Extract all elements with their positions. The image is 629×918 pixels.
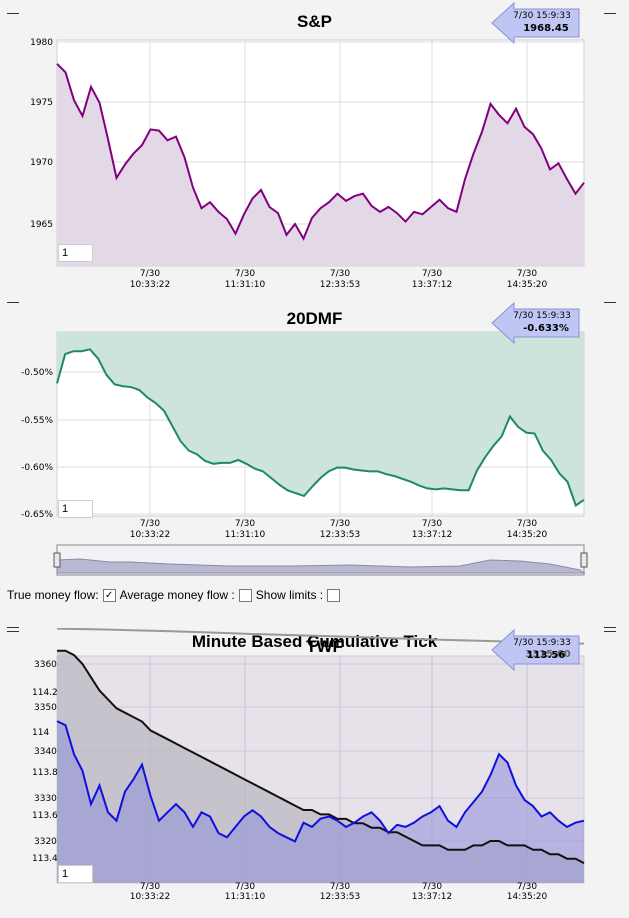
twf-line xyxy=(57,649,585,864)
average-money-flow-checkbox[interactable] xyxy=(238,588,252,602)
x-tick-date: 7/30 xyxy=(422,519,442,529)
y-tick-label-outer: 3330 xyxy=(34,794,57,804)
x-tick-date: 7/30 xyxy=(422,269,442,279)
series-line xyxy=(56,63,585,241)
tick-chart: 33603350334033303320114.2114113.8113.611… xyxy=(32,628,585,902)
callout-arrow xyxy=(491,1,580,45)
y-tick-label-outer: 3320 xyxy=(34,837,57,847)
average-money-flow-label: Average money flow : xyxy=(119,588,235,602)
x-tick-date: 7/30 xyxy=(140,519,160,529)
panel-collapse-right[interactable] xyxy=(604,302,616,303)
range-navigator[interactable] xyxy=(0,540,629,580)
true-money-flow-label: True money flow: xyxy=(7,588,99,602)
x-tick-time: 14:35:20 xyxy=(507,280,548,290)
index-box[interactable]: 1 xyxy=(58,500,93,518)
y-tick-label: -0.50% xyxy=(21,368,53,378)
index-box[interactable]: 1 xyxy=(58,865,93,883)
callout-value: -0.633% xyxy=(523,323,569,334)
x-tick-time: 11:31:10 xyxy=(225,530,266,540)
x-tick-time: 10:33:22 xyxy=(130,530,170,540)
x-tick-time: 13:37:12 xyxy=(412,892,452,902)
x-tick-time: 11:31:10 xyxy=(225,280,266,290)
callout-value: 1968.45 xyxy=(523,23,569,34)
x-tick-time: 10:33:22 xyxy=(130,892,170,902)
x-tick-time: 12:33:53 xyxy=(320,892,360,902)
callout-value: 113.56 xyxy=(527,650,566,661)
y-tick-label: -0.55% xyxy=(21,416,53,426)
y-tick-label-inner: 114 xyxy=(32,728,49,738)
x-tick-time: 14:35:20 xyxy=(507,892,548,902)
panel-collapse-right[interactable] xyxy=(604,631,616,632)
callout-time: 7/30 15:9:33 xyxy=(513,638,571,648)
y-tick-label-inner: 114.2 xyxy=(32,688,58,698)
x-tick-time: 12:33:53 xyxy=(320,530,360,540)
y-tick-label: -0.60% xyxy=(21,463,53,473)
y-tick-label: -0.65% xyxy=(21,510,53,520)
x-tick-time: 13:37:12 xyxy=(412,280,452,290)
chart-title-20dmf: 20DMF xyxy=(286,309,343,328)
y-tick-label-inner: 113.4 xyxy=(32,854,58,864)
x-tick-time: 12:33:53 xyxy=(320,280,360,290)
index-box[interactable]: 1 xyxy=(58,244,93,262)
tick-area xyxy=(57,721,584,883)
x-tick-date: 7/30 xyxy=(330,269,350,279)
true-money-flow-checkbox[interactable]: ✓ xyxy=(102,588,116,602)
panel-collapse-right[interactable] xyxy=(604,13,616,14)
chart-title-twf: TWF xyxy=(306,637,343,656)
panel-collapse-left[interactable] xyxy=(7,302,19,303)
series-line xyxy=(56,348,585,508)
y-tick-label-inner: 113.6 xyxy=(32,811,58,821)
x-tick-time: 11:31:10 xyxy=(225,892,266,902)
x-tick-date: 7/30 xyxy=(140,882,160,892)
controls-row: True money flow: ✓ Average money flow : … xyxy=(7,588,341,602)
tick-line xyxy=(56,720,585,843)
x-tick-date: 7/30 xyxy=(330,882,350,892)
x-tick-date: 7/30 xyxy=(235,882,255,892)
x-tick-date: 7/30 xyxy=(140,269,160,279)
panel-collapse-left[interactable] xyxy=(7,627,19,628)
x-tick-time: 14:35:20 xyxy=(507,530,548,540)
x-tick-time: 13:37:12 xyxy=(412,530,452,540)
x-tick-time: 10:33:22 xyxy=(130,280,170,290)
x-tick-date: 7/30 xyxy=(235,269,255,279)
callout-time: 7/30 15:9:33 xyxy=(513,11,571,21)
callout-arrow xyxy=(491,301,580,345)
y-tick-label-outer: 3340 xyxy=(34,747,57,757)
upper-line xyxy=(56,628,585,645)
callout-time: 7/30 15:9:33 xyxy=(513,311,571,321)
x-tick-date: 7/30 xyxy=(517,882,537,892)
x-tick-date: 7/30 xyxy=(422,882,442,892)
panel-collapse-left[interactable] xyxy=(7,13,19,14)
y-tick-label-outer: 3360 xyxy=(34,660,57,670)
chart-title-sp: S&P xyxy=(297,12,332,31)
y-tick-label-inner: 113.8 xyxy=(32,768,58,778)
dmf-chart: -0.50%-0.55%-0.60%-0.65%7/3010:33:227/30… xyxy=(21,301,585,540)
panel-collapse-left[interactable] xyxy=(7,631,19,632)
callout-value-2: 3315.60 xyxy=(525,649,571,660)
sp-chart: 19801975197019657/3010:33:227/3011:31:10… xyxy=(30,1,585,290)
x-tick-date: 7/30 xyxy=(517,269,537,279)
x-tick-date: 7/30 xyxy=(235,519,255,529)
series-area xyxy=(57,63,584,266)
callout-arrow xyxy=(491,628,580,672)
navigator-handle-right[interactable] xyxy=(580,552,588,568)
y-tick-label: 1965 xyxy=(30,220,53,230)
y-tick-label-outer: 3350 xyxy=(34,703,57,713)
show-limits-checkbox[interactable] xyxy=(327,588,341,602)
x-tick-date: 7/30 xyxy=(517,519,537,529)
series-area xyxy=(57,332,584,506)
y-tick-label: 1975 xyxy=(30,98,53,108)
show-limits-label: Show limits : xyxy=(255,588,324,602)
y-tick-label: 1970 xyxy=(30,158,53,168)
navigator-handle-left[interactable] xyxy=(53,552,61,568)
panel-collapse-right[interactable] xyxy=(604,627,616,628)
y-tick-label: 1980 xyxy=(30,38,53,48)
x-tick-date: 7/30 xyxy=(330,519,350,529)
